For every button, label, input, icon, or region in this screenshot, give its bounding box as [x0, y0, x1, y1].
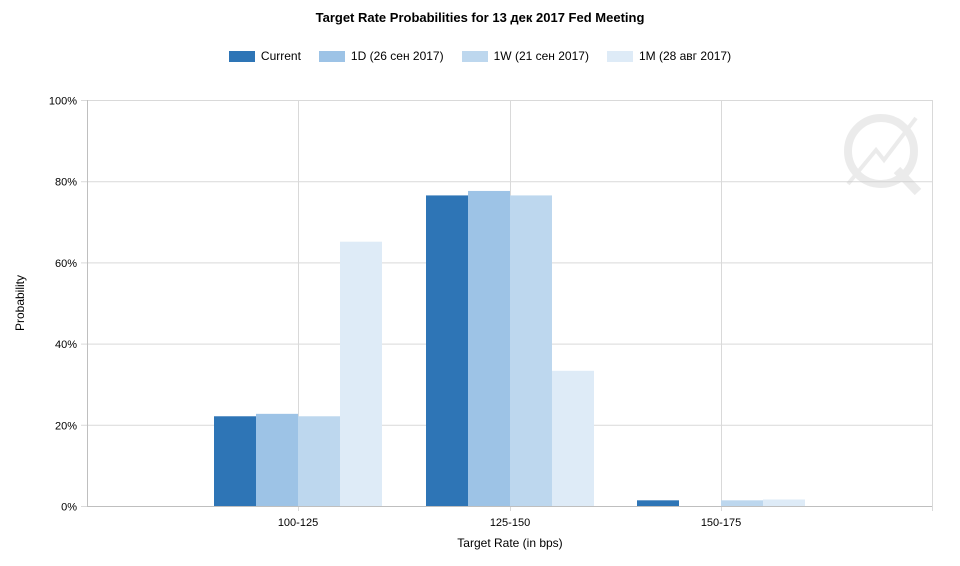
legend-item: 1W (21 сен 2017): [461, 49, 589, 63]
legend: Current 1D (26 сен 2017) 1W (21 сен 2017) 1…: [0, 49, 960, 63]
legend-swatch: [606, 50, 633, 62]
bar: [721, 500, 763, 506]
watermark-logo-icon: [844, 114, 922, 196]
legend-label: 1W (21 сен 2017): [493, 49, 589, 63]
y-tick-label: 80%: [55, 177, 77, 189]
bar: [637, 500, 679, 506]
legend-label: 1M (28 авг 2017): [638, 49, 732, 63]
bar: [340, 241, 382, 506]
x-tick-label: 125-150: [490, 517, 530, 529]
bar: [298, 416, 340, 506]
x-axis-title: Target Rate (in bps): [457, 536, 562, 550]
x-tick-label: 150-175: [701, 517, 741, 529]
legend-swatch: [228, 50, 255, 62]
y-tick-label: 40%: [55, 339, 77, 351]
y-axis-title: Probability: [13, 275, 27, 331]
chart-title: Target Rate Probabilities for 13 дек 201…: [315, 10, 645, 25]
legend-item: Current: [228, 49, 301, 63]
bar: [256, 413, 298, 506]
legend-swatch: [318, 50, 345, 62]
x-tick-label: 100-125: [278, 517, 318, 529]
bar: [552, 370, 594, 506]
legend-label: 1D (26 сен 2017): [350, 49, 444, 63]
bar: [510, 195, 552, 506]
legend-item: 1D (26 сен 2017): [318, 49, 444, 63]
bar: [426, 195, 468, 506]
y-tick-label: 100%: [49, 96, 77, 108]
legend-label: Current: [260, 49, 301, 63]
legend-item: 1M (28 авг 2017): [606, 49, 732, 63]
legend-swatch: [461, 50, 488, 62]
bar: [214, 416, 256, 506]
y-tick-label: 0%: [61, 502, 77, 514]
y-tick-label: 20%: [55, 420, 77, 432]
y-tick-label: 60%: [55, 258, 77, 270]
bar: [763, 499, 805, 506]
bar: [468, 190, 510, 506]
